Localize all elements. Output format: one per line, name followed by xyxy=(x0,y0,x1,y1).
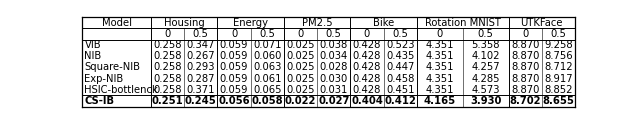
Text: 0: 0 xyxy=(231,29,237,39)
Text: 0.025: 0.025 xyxy=(286,40,315,50)
Text: 0.5: 0.5 xyxy=(259,29,275,39)
Text: 0.258: 0.258 xyxy=(154,85,182,95)
Text: UTKFace: UTKFace xyxy=(520,18,563,28)
Text: 0.404: 0.404 xyxy=(351,96,383,106)
Text: 4.351: 4.351 xyxy=(426,40,454,50)
Text: 0.034: 0.034 xyxy=(319,51,348,61)
Text: 0.060: 0.060 xyxy=(253,51,282,61)
Text: 8.870: 8.870 xyxy=(511,51,540,61)
Text: 0.293: 0.293 xyxy=(186,62,215,72)
Text: 0.025: 0.025 xyxy=(286,74,315,84)
Text: 0.458: 0.458 xyxy=(386,74,414,84)
Text: 0: 0 xyxy=(522,29,528,39)
Text: 8.655: 8.655 xyxy=(543,96,574,106)
Text: 8.870: 8.870 xyxy=(511,85,540,95)
Text: 0.065: 0.065 xyxy=(253,85,282,95)
Text: 0: 0 xyxy=(164,29,171,39)
Text: Square-NIB: Square-NIB xyxy=(84,62,140,72)
Text: 0.059: 0.059 xyxy=(220,62,248,72)
Text: 4.285: 4.285 xyxy=(471,74,500,84)
Text: 0.371: 0.371 xyxy=(186,85,215,95)
Text: 0.022: 0.022 xyxy=(285,96,316,106)
Text: 0.5: 0.5 xyxy=(392,29,408,39)
Text: 8.870: 8.870 xyxy=(511,74,540,84)
Text: 0.523: 0.523 xyxy=(386,40,415,50)
Text: 0.059: 0.059 xyxy=(220,85,248,95)
Text: HSIC-bottlenck: HSIC-bottlenck xyxy=(84,85,158,95)
Text: 4.102: 4.102 xyxy=(471,51,500,61)
Text: 8.917: 8.917 xyxy=(544,74,573,84)
Text: 8.870: 8.870 xyxy=(511,62,540,72)
Text: 4.351: 4.351 xyxy=(426,85,454,95)
Text: 0.412: 0.412 xyxy=(384,96,416,106)
Text: 0.435: 0.435 xyxy=(386,51,414,61)
Text: 0.063: 0.063 xyxy=(253,62,282,72)
Text: 0.038: 0.038 xyxy=(319,40,348,50)
Text: 0.5: 0.5 xyxy=(477,29,493,39)
Text: 0.258: 0.258 xyxy=(154,40,182,50)
Text: 0.428: 0.428 xyxy=(353,74,381,84)
Text: 8.712: 8.712 xyxy=(544,62,573,72)
Text: 3.930: 3.930 xyxy=(470,96,501,106)
Text: 0.245: 0.245 xyxy=(185,96,217,106)
Text: 0.059: 0.059 xyxy=(220,51,248,61)
Text: 9.258: 9.258 xyxy=(544,40,573,50)
Text: Housing: Housing xyxy=(164,18,205,28)
Text: VIB: VIB xyxy=(84,40,101,50)
Text: 0.059: 0.059 xyxy=(220,40,248,50)
Text: 4.351: 4.351 xyxy=(426,62,454,72)
Text: 0.5: 0.5 xyxy=(193,29,209,39)
Text: 0.025: 0.025 xyxy=(286,51,315,61)
Text: 0.5: 0.5 xyxy=(550,29,566,39)
Text: 0.258: 0.258 xyxy=(154,62,182,72)
Text: 0.5: 0.5 xyxy=(326,29,342,39)
Text: 4.165: 4.165 xyxy=(424,96,456,106)
Text: 8.756: 8.756 xyxy=(544,51,573,61)
Text: 0.447: 0.447 xyxy=(386,62,414,72)
Text: 0.058: 0.058 xyxy=(252,96,283,106)
Text: 0.428: 0.428 xyxy=(353,85,381,95)
Text: 4.573: 4.573 xyxy=(471,85,500,95)
Text: 0.251: 0.251 xyxy=(152,96,184,106)
Text: 8.870: 8.870 xyxy=(511,40,540,50)
Text: 0: 0 xyxy=(298,29,303,39)
Text: Bike: Bike xyxy=(373,18,394,28)
Text: 5.358: 5.358 xyxy=(471,40,500,50)
Text: 0: 0 xyxy=(364,29,370,39)
Text: Rotation MNIST: Rotation MNIST xyxy=(425,18,500,28)
Text: 8.852: 8.852 xyxy=(544,85,573,95)
Text: 0.428: 0.428 xyxy=(353,62,381,72)
Text: 0.428: 0.428 xyxy=(353,40,381,50)
Text: 0.030: 0.030 xyxy=(319,74,348,84)
Text: 4.257: 4.257 xyxy=(471,62,500,72)
Text: 0.059: 0.059 xyxy=(220,74,248,84)
Text: 0.061: 0.061 xyxy=(253,74,282,84)
Text: NIB: NIB xyxy=(84,51,102,61)
Text: 0.428: 0.428 xyxy=(353,51,381,61)
Text: 0.031: 0.031 xyxy=(319,85,348,95)
Text: 0.267: 0.267 xyxy=(186,51,215,61)
Text: 0: 0 xyxy=(436,29,443,39)
Text: 0.025: 0.025 xyxy=(286,62,315,72)
Text: 0.287: 0.287 xyxy=(186,74,215,84)
Text: 0.056: 0.056 xyxy=(218,96,250,106)
Text: 4.351: 4.351 xyxy=(426,74,454,84)
Text: 0.258: 0.258 xyxy=(154,74,182,84)
Text: 0.027: 0.027 xyxy=(318,96,349,106)
Text: 0.258: 0.258 xyxy=(154,51,182,61)
Text: Exp-NIB: Exp-NIB xyxy=(84,74,124,84)
Text: 0.347: 0.347 xyxy=(187,40,215,50)
Text: 0.028: 0.028 xyxy=(319,62,348,72)
Text: CS-IB: CS-IB xyxy=(84,96,115,106)
Text: 0.025: 0.025 xyxy=(286,85,315,95)
Text: Model: Model xyxy=(102,18,132,28)
Text: 0.071: 0.071 xyxy=(253,40,282,50)
Text: PM2.5: PM2.5 xyxy=(302,18,332,28)
Text: 8.702: 8.702 xyxy=(509,96,541,106)
Text: 0.451: 0.451 xyxy=(386,85,415,95)
Text: Energy: Energy xyxy=(233,18,268,28)
Text: 4.351: 4.351 xyxy=(426,51,454,61)
